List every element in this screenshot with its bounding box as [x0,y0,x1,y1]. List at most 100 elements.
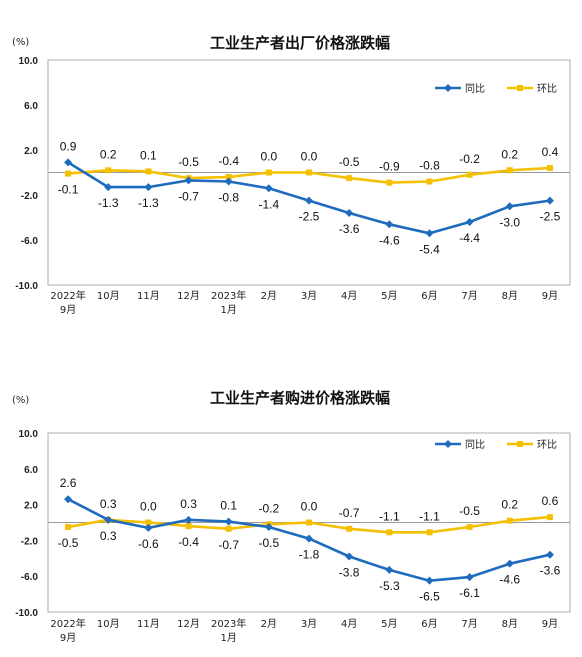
x-tick-label: 7月 [461,618,477,630]
data-label: 0.6 [542,494,559,508]
data-point [505,202,514,211]
y-tick-label: -6.0 [21,236,39,247]
x-tick-label: 8月 [502,618,518,630]
data-label: 0.2 [100,147,117,161]
data-point [306,169,312,176]
x-tick-label: 12月 [177,618,200,630]
data-point [345,209,354,217]
data-label: -2.5 [540,210,561,224]
data-label: -0.7 [178,189,199,203]
data-point [264,522,273,531]
data-point [105,167,112,174]
data-label: 2.6 [60,476,77,490]
data-label: -1.3 [98,196,119,210]
data-label: -0.5 [178,155,199,169]
x-tick-label: 10月 [97,618,120,630]
data-label: -0.8 [218,191,239,205]
y-tick-label: -2.0 [21,191,39,202]
data-point [386,529,393,536]
data-point [345,552,354,561]
x-tick-label: 8月 [502,290,518,302]
data-label: -0.5 [259,536,280,550]
x-tick-label: 11月 [137,290,160,302]
data-label: -0.1 [58,183,79,197]
data-point [545,196,554,205]
legend-item-yoy: 同比 [435,83,485,95]
data-label: -0.5 [339,155,360,169]
data-label: -0.4 [218,154,239,168]
data-label: -0.2 [259,501,280,515]
data-label: 0.3 [100,497,117,511]
data-point [65,523,72,530]
legend-label: 环比 [537,83,557,95]
data-point [104,515,113,524]
x-tick-label: 12月 [177,290,200,302]
x-tick-label: 2月 [261,290,277,302]
data-point [385,220,394,229]
data-label: -5.4 [419,242,440,256]
y-tick-label: -2.0 [21,536,39,547]
data-point [144,523,153,532]
data-label: -0.5 [58,536,79,550]
data-point [305,196,313,205]
y-tick-label: -6.0 [21,572,39,583]
chart-title: 工业生产者出厂价格涨跌幅 [210,34,390,52]
data-point [545,550,554,559]
y-tick-label: -10.0 [15,608,38,619]
data-point [64,495,73,504]
y-tick-label: -10.0 [15,281,38,292]
data-label: 0.2 [501,147,518,161]
data-point [505,559,514,568]
y-tick-label: 6.0 [24,101,38,112]
data-label: 0.0 [301,150,318,164]
x-tick-label: 9月 [542,290,558,302]
legend-item-mom: 环比 [507,83,557,95]
data-label: 0.4 [542,145,559,159]
data-label: -0.9 [379,160,400,174]
x-tick-label: 2023年 1月 [211,617,246,644]
data-point [145,519,152,526]
x-tick-label: 5月 [381,618,397,630]
data-label: 0.0 [261,150,278,164]
data-label: 0.1 [140,148,157,162]
data-label: -6.5 [419,590,440,604]
x-tick-label: 4月 [341,290,357,302]
legend-item-yoy: 同比 [435,439,485,451]
x-tick-label: 3月 [301,618,317,630]
data-point [465,573,474,582]
data-point [185,523,192,530]
y-unit-label: (%) [12,395,29,406]
data-label: -3.6 [339,222,360,236]
data-point [385,565,394,574]
data-label: -6.1 [459,586,480,600]
data-point [104,183,113,192]
data-label: -1.1 [419,509,440,523]
data-label: -0.4 [178,535,199,549]
legend-item-mom: 环比 [507,439,557,451]
y-tick-label: 2.0 [24,501,38,512]
data-label: -3.6 [540,564,561,578]
data-label: -3.8 [339,566,360,580]
y-unit-label: (%) [12,37,29,48]
x-tick-label: 7月 [461,290,477,302]
data-label: -4.6 [379,233,400,247]
x-tick-label: 6月 [421,618,437,630]
data-label: -0.6 [138,537,159,551]
data-label: -1.8 [299,548,320,562]
data-point [546,514,553,521]
data-point [64,158,73,167]
data-point [264,184,273,193]
legend-label: 同比 [465,83,485,95]
y-tick-label: 6.0 [24,465,38,476]
legend-label: 环比 [537,439,557,451]
data-label: -0.7 [339,506,360,520]
chart-2: 工业生产者购进价格涨跌幅 (%) 10.0 6.0 2.0 -2.0 -6.0 -10.0 20… [12,389,571,644]
data-point [65,170,72,177]
x-tick-label: 10月 [97,290,120,302]
data-point [466,523,473,530]
data-label: -0.5 [459,504,480,518]
data-point [144,183,153,192]
data-label: -0.2 [459,152,480,166]
